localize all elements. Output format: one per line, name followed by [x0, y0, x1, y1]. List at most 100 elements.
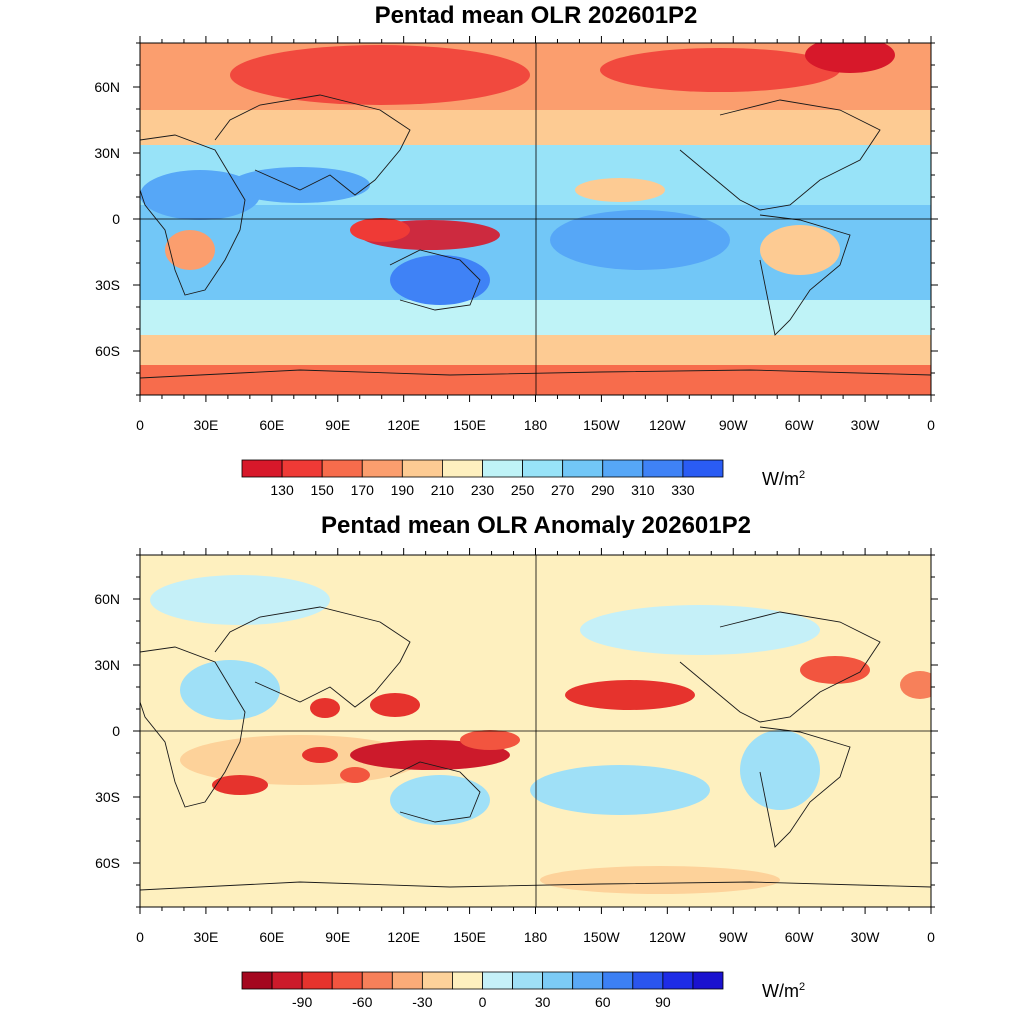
top-colorbar-label: 310 [631, 482, 655, 498]
top-lat-label: 30N [94, 145, 120, 161]
top-coast-africa [140, 134, 246, 296]
bottom-blob-atlantic-anomaly [800, 656, 870, 684]
top-colorbar-swatch [562, 459, 604, 478]
top-colorbar-label: 170 [351, 482, 375, 498]
top-colorbar-label: 150 [310, 482, 334, 498]
bottom-colorbar-swatch [632, 971, 664, 990]
top-blob-sahara [140, 170, 260, 220]
top-lon-label: 150W [583, 417, 620, 433]
bottom-axis-ticks [133, 548, 938, 914]
top-band-antarctic [140, 365, 931, 395]
bottom-coast-antarctica [140, 881, 931, 891]
bottom-lat-label: 60S [95, 855, 120, 871]
top-lat-label: 60S [95, 343, 120, 359]
top-blob-arabia [230, 167, 370, 203]
top-colorbar-swatch [682, 459, 724, 478]
top-blob-south-pacific [550, 210, 730, 270]
top-lat-label: 60N [94, 79, 120, 95]
bottom-colorbar-swatch [301, 971, 333, 990]
bottom-lat-label: 30N [94, 657, 120, 673]
top-lon-label: 150E [453, 417, 486, 433]
top-lat-labels: 60N 30N 0 30S 60S [94, 79, 120, 359]
top-blob-pacific-north [600, 48, 840, 92]
top-colorbar-label: 330 [671, 482, 695, 498]
top-lon-label: 180 [524, 417, 548, 433]
bottom-colorbar: -90 -60 -30 0 30 60 90 [241, 971, 724, 1010]
top-colorbar: 130 150 170 190 210 230 250 270 290 310 330 [241, 459, 724, 498]
top-colorbar-swatch [602, 459, 644, 478]
bottom-colorbar-label: 90 [655, 994, 671, 1010]
top-colorbar-swatch [522, 459, 564, 478]
top-lon-label: 120E [387, 417, 420, 433]
bottom-blob-south-pacific [530, 765, 710, 815]
bottom-blob-indian-ocean-south [340, 767, 370, 783]
bottom-coast-africa [140, 646, 246, 808]
bottom-colorbar-swatch [421, 971, 453, 990]
top-colorbar-swatch [281, 459, 323, 478]
top-blob-australia [390, 255, 490, 305]
top-panel-title: Pentad mean OLR 202601P2 [374, 2, 698, 29]
bottom-coast-asia [214, 606, 411, 708]
bottom-blob-africa-north [180, 660, 280, 720]
top-band-south-mid [140, 335, 931, 370]
bottom-colorbar-swatch [452, 971, 483, 990]
top-lon-label: 0 [927, 417, 935, 433]
top-colorbar-label: 130 [270, 482, 294, 498]
bottom-blob-pacific-anomaly [565, 680, 695, 710]
bottom-colorbar-label: -90 [292, 994, 312, 1010]
bottom-lon-label: 0 [927, 929, 935, 945]
top-blob-indian-ocean [350, 218, 410, 242]
top-lat-label: 30S [95, 277, 120, 293]
bottom-lat-label: 0 [112, 723, 120, 739]
top-lon-label: 90E [325, 417, 350, 433]
bottom-colorbar-swatch [241, 971, 273, 990]
bottom-blob-southern-ocean [540, 866, 780, 894]
top-lon-label: 30W [851, 417, 881, 433]
top-units-label: W/m2 [762, 469, 805, 489]
bottom-lon-label: 180 [524, 929, 548, 945]
bottom-colorbar-swatch [331, 971, 363, 990]
top-coast-south-america [759, 214, 851, 336]
top-band-north-mid [140, 110, 931, 150]
bottom-colorbar-swatch [692, 971, 724, 990]
bottom-colorbar-swatch [572, 971, 604, 990]
bottom-blob-maritime [350, 740, 510, 770]
bottom-lon-label: 90W [719, 929, 749, 945]
top-colorbar-label: 250 [511, 482, 535, 498]
top-axis-ticks [133, 36, 938, 402]
bottom-panel-title: Pentad mean OLR Anomaly 202601P2 [321, 512, 751, 539]
bottom-lon-label: 120W [649, 929, 686, 945]
bottom-blob-east-atlantic [900, 671, 931, 699]
bottom-colorbar-swatch [361, 971, 393, 990]
bottom-blob-north-pacific [580, 605, 820, 655]
bottom-blob-europe [150, 575, 330, 625]
bottom-lon-label: 60E [259, 929, 284, 945]
top-coast-antarctica [140, 369, 931, 379]
top-band-subtropic-south [140, 300, 931, 340]
top-colorbar-label: 290 [591, 482, 615, 498]
top-blob-siberia [230, 45, 530, 105]
bottom-coast-south-america [759, 726, 851, 848]
bottom-coast-north-america [679, 611, 881, 723]
top-blob-greenland [805, 43, 895, 73]
top-lon-label: 60E [259, 417, 284, 433]
top-lon-label: 90W [719, 417, 749, 433]
bottom-colorbar-swatch [542, 971, 574, 990]
bottom-lat-label: 60N [94, 591, 120, 607]
top-blob-central-africa [165, 230, 215, 270]
top-lon-label: 30E [193, 417, 218, 433]
bottom-colorbar-label: 0 [479, 994, 487, 1010]
bottom-colorbar-swatch [662, 971, 694, 990]
bottom-blob-philippines [370, 693, 420, 717]
top-blob-amazon [760, 225, 840, 275]
top-lon-label: 60W [785, 417, 815, 433]
bottom-lat-labels: 60N 30N 0 30S 60S [94, 591, 120, 871]
bottom-coast-australia [389, 761, 481, 823]
bottom-colorbar-label: 30 [535, 994, 551, 1010]
bottom-coastlines [140, 606, 931, 891]
top-colorbar-label: 270 [551, 482, 575, 498]
top-coast-asia [214, 94, 411, 196]
bottom-colorbar-swatch [602, 971, 634, 990]
top-lon-label: 120W [649, 417, 686, 433]
